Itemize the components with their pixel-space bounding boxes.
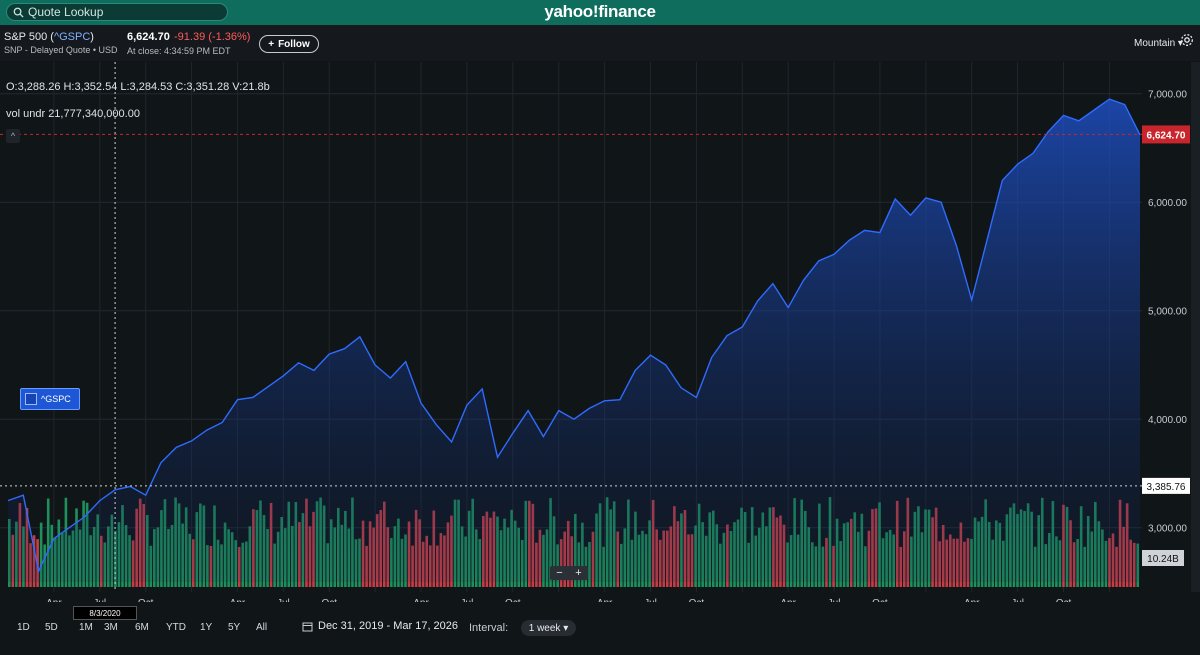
quote-header [0,25,1200,61]
volume-badge [1142,550,1184,566]
date-range-picker[interactable]: Dec 31, 2019 - Mar 17, 2026 [302,620,458,632]
timezone-select[interactable]: Mountain ▾ [1134,38,1183,49]
range-button-all[interactable]: All [256,622,268,633]
x-tick-label: Jul [277,598,290,602]
chevron-up-icon[interactable]: ^ [6,129,20,143]
x-tick-label: Jul [93,598,106,602]
x-tick-label: Apr [964,598,980,602]
last-price-label: 6,624.70 [1147,130,1186,141]
x-tick-label: Apr [46,598,62,602]
x-tick-label: Jul [1011,598,1024,602]
top-bar: Quote Lookup yahoo!finance [0,0,1200,25]
series-legend[interactable]: ^GSPC [20,388,80,410]
x-tick-label: Oct [321,598,337,602]
range-button-1y[interactable]: 1Y [200,622,213,633]
x-tick-label: Jul [644,598,657,602]
volume-readout: vol undr 21,777,340,000.00 [6,108,140,120]
search-icon [13,7,24,18]
interval-select[interactable]: 1 week ▾ [521,620,576,636]
y-tick-label: 3,000.00 [1148,524,1187,535]
zoom-out-button[interactable]: − [556,567,563,579]
range-button-6m[interactable]: 6M [135,622,149,633]
yahoo-finance-logo[interactable]: yahoo!finance [544,2,656,21]
series-swatch [25,393,37,405]
ticker-symbol: ^GSPC [53,31,91,43]
x-tick-label: Oct [1056,598,1072,602]
range-button-5d[interactable]: 5D [45,622,58,633]
y-tick-label: 4,000.00 [1148,415,1187,426]
zoom-controls: − + [550,566,588,580]
x-tick-label: Oct [872,598,888,602]
x-tick-label: Oct [138,598,154,602]
interval-label: Interval: [469,622,509,634]
y-tick-label: 5,000.00 [1148,307,1187,318]
volume-badge-label: 10.24B [1147,554,1179,565]
volume-bar [46,498,50,587]
range-button-1m[interactable]: 1M [79,622,93,633]
right-toolbar[interactable] [1191,62,1200,592]
calendar-icon [302,622,313,631]
x-tick-label: Jul [461,598,474,602]
x-tick-label: Apr [413,598,429,602]
range-button-ytd[interactable]: YTD [166,622,186,633]
ticker-subtitle: SNP - Delayed Quote • USD [4,45,118,55]
x-tick-label: Apr [230,598,246,602]
follow-button[interactable]: + Follow [259,35,319,53]
x-tick-label: Jul [828,598,841,602]
y-tick-label: 6,000.00 [1148,198,1187,209]
plus-icon: + [268,38,275,50]
price-line [7,98,1141,574]
range-button-3m[interactable]: 3M [104,622,118,633]
x-tick-label: Oct [505,598,521,602]
zoom-in-button[interactable]: + [575,567,582,579]
y-tick-label: 7,000.00 [1148,90,1187,101]
crosshair-price-label: 3,385.76 [1147,482,1186,493]
ticker-name: S&P 500 (^GSPC) [4,31,94,43]
search-placeholder: Quote Lookup [28,5,104,19]
price-area [8,99,1140,582]
volume-bar [39,522,43,587]
x-tick-label: Apr [597,598,613,602]
price-chart[interactable]: 3,385.76 6,624.70 10.24B 3,000.00 4,000.00 5… [0,62,1200,602]
last-price: 6,624.70 [127,31,170,43]
crosshair-price-badge [1142,477,1190,494]
price-change: -91.39 (-1.36%) [174,31,251,43]
ohlc-readout: O:3,288.26 H:3,352.54 L:3,284.53 C:3,351… [6,81,270,93]
last-price-badge [1142,125,1190,144]
range-button-1d[interactable]: 1D [17,622,30,633]
gear-icon[interactable] [1180,33,1194,47]
search-input[interactable]: Quote Lookup [6,3,228,21]
close-time: At close: 4:34:59 PM EDT [127,46,231,56]
x-tick-label: Apr [780,598,796,602]
range-button-5y[interactable]: 5Y [228,622,241,633]
x-tick-label: Oct [689,598,705,602]
crosshair-date-tooltip: 8/3/2020 [73,606,137,620]
